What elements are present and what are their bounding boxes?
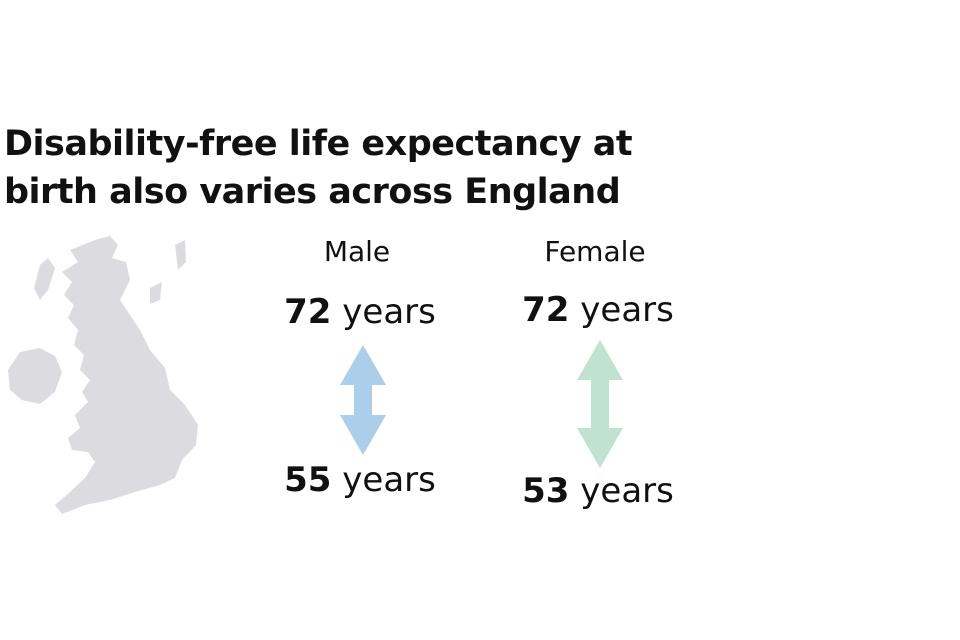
value-unit: years — [342, 460, 436, 500]
uk-map — [8, 236, 198, 514]
value-text: 53 years — [522, 471, 674, 511]
range-arrow — [577, 340, 623, 468]
value-text: 55 years — [284, 460, 436, 500]
title: Disability-free life expectancy at birth… — [4, 124, 633, 212]
value-unit: years — [342, 292, 436, 332]
value-number: 55 — [284, 460, 332, 500]
group-label: Male — [323, 235, 391, 268]
group-label: Female — [544, 235, 646, 268]
value-number: 53 — [522, 471, 570, 511]
range-arrow — [340, 345, 386, 455]
value-number: 72 — [284, 292, 332, 332]
value-unit: years — [580, 471, 674, 511]
value-unit: years — [580, 290, 674, 330]
value-number: 72 — [522, 290, 570, 330]
value-text: 72 years — [522, 290, 674, 330]
value-text: 72 years — [284, 292, 436, 332]
